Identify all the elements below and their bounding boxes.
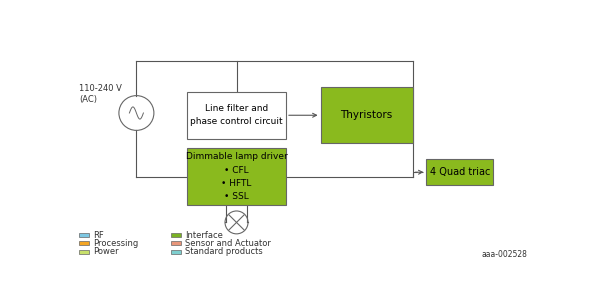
Bar — [171, 241, 181, 246]
Bar — [79, 233, 89, 237]
Bar — [171, 250, 181, 254]
Text: aaa-002528: aaa-002528 — [482, 250, 527, 258]
Text: Thyristors: Thyristors — [340, 110, 393, 120]
Text: 110-240 V
(AC): 110-240 V (AC) — [79, 84, 122, 103]
Text: Sensor and Actuator: Sensor and Actuator — [185, 239, 271, 248]
Bar — [79, 241, 89, 246]
Bar — [171, 233, 181, 237]
Text: RF: RF — [93, 231, 103, 240]
Text: Processing: Processing — [93, 239, 138, 248]
Text: 4 Quad triac: 4 Quad triac — [429, 167, 490, 177]
Text: Line filter and
phase control circuit: Line filter and phase control circuit — [190, 104, 283, 126]
Bar — [187, 91, 286, 139]
Bar — [187, 148, 286, 205]
Bar — [321, 87, 413, 144]
Bar — [426, 159, 493, 185]
Text: Interface: Interface — [185, 231, 223, 240]
Text: Dimmable lamp driver
• CFL
• HFTL
• SSL: Dimmable lamp driver • CFL • HFTL • SSL — [186, 152, 287, 201]
Bar — [79, 250, 89, 254]
Text: Standard products: Standard products — [185, 247, 263, 256]
Text: Power: Power — [93, 247, 118, 256]
